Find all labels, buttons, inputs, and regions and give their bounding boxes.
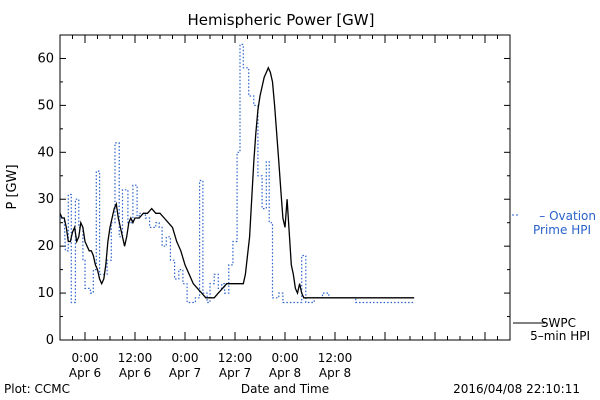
plot-credit: Plot: CCMC — [4, 382, 70, 396]
legend-ovation-line1: – Ovation — [539, 209, 596, 223]
chart-title: Hemispheric Power [GW] — [188, 11, 375, 29]
x-tick-time-label: 0:00 — [72, 351, 99, 365]
legend-ovation-line2: Prime HPI — [533, 223, 591, 237]
y-tick-label: 30 — [37, 192, 54, 207]
legend-swpc-line1: SWPC — [541, 316, 576, 330]
y-axis-label: P [GW] — [5, 164, 20, 209]
timestamp: 2016/04/08 22:10:11 — [453, 382, 580, 396]
x-tick-time-label: 12:00 — [218, 351, 253, 365]
x-tick-time-label: 0:00 — [172, 351, 199, 365]
legend: – Ovation Prime HPI SWPC 5–min HPI — [512, 209, 596, 343]
x-tick-date-label: Apr 8 — [269, 366, 301, 380]
x-tick-date-label: Apr 8 — [319, 366, 351, 380]
series-ovation-line — [60, 43, 415, 304]
x-tick-time-label: 0:00 — [272, 351, 299, 365]
y-tick-label: 20 — [37, 239, 54, 254]
legend-swpc-line2: 5–min HPI — [530, 329, 590, 343]
x-tick-date-label: Apr 7 — [169, 366, 201, 380]
y-tick-label: 40 — [37, 145, 54, 160]
y-tick-label: 10 — [37, 286, 54, 301]
y-tick-label: 60 — [37, 51, 54, 66]
plot-frame — [59, 34, 511, 341]
x-tick-date-label: Apr 6 — [69, 366, 101, 380]
series-swpc-line — [59, 66, 415, 299]
y-tick-label: 0 — [46, 333, 54, 348]
y-axis-ticks: 0 10 20 30 40 50 60 — [37, 51, 510, 348]
x-tick-date-label: Apr 6 — [119, 366, 151, 380]
x-tick-date-label: Apr 7 — [219, 366, 251, 380]
series-layer — [59, 43, 415, 304]
x-tick-time-label: 12:00 — [318, 351, 353, 365]
x-tick-time-label: 12:00 — [118, 351, 153, 365]
y-tick-label: 50 — [37, 98, 54, 113]
x-axis-label: Date and Time — [241, 382, 329, 396]
